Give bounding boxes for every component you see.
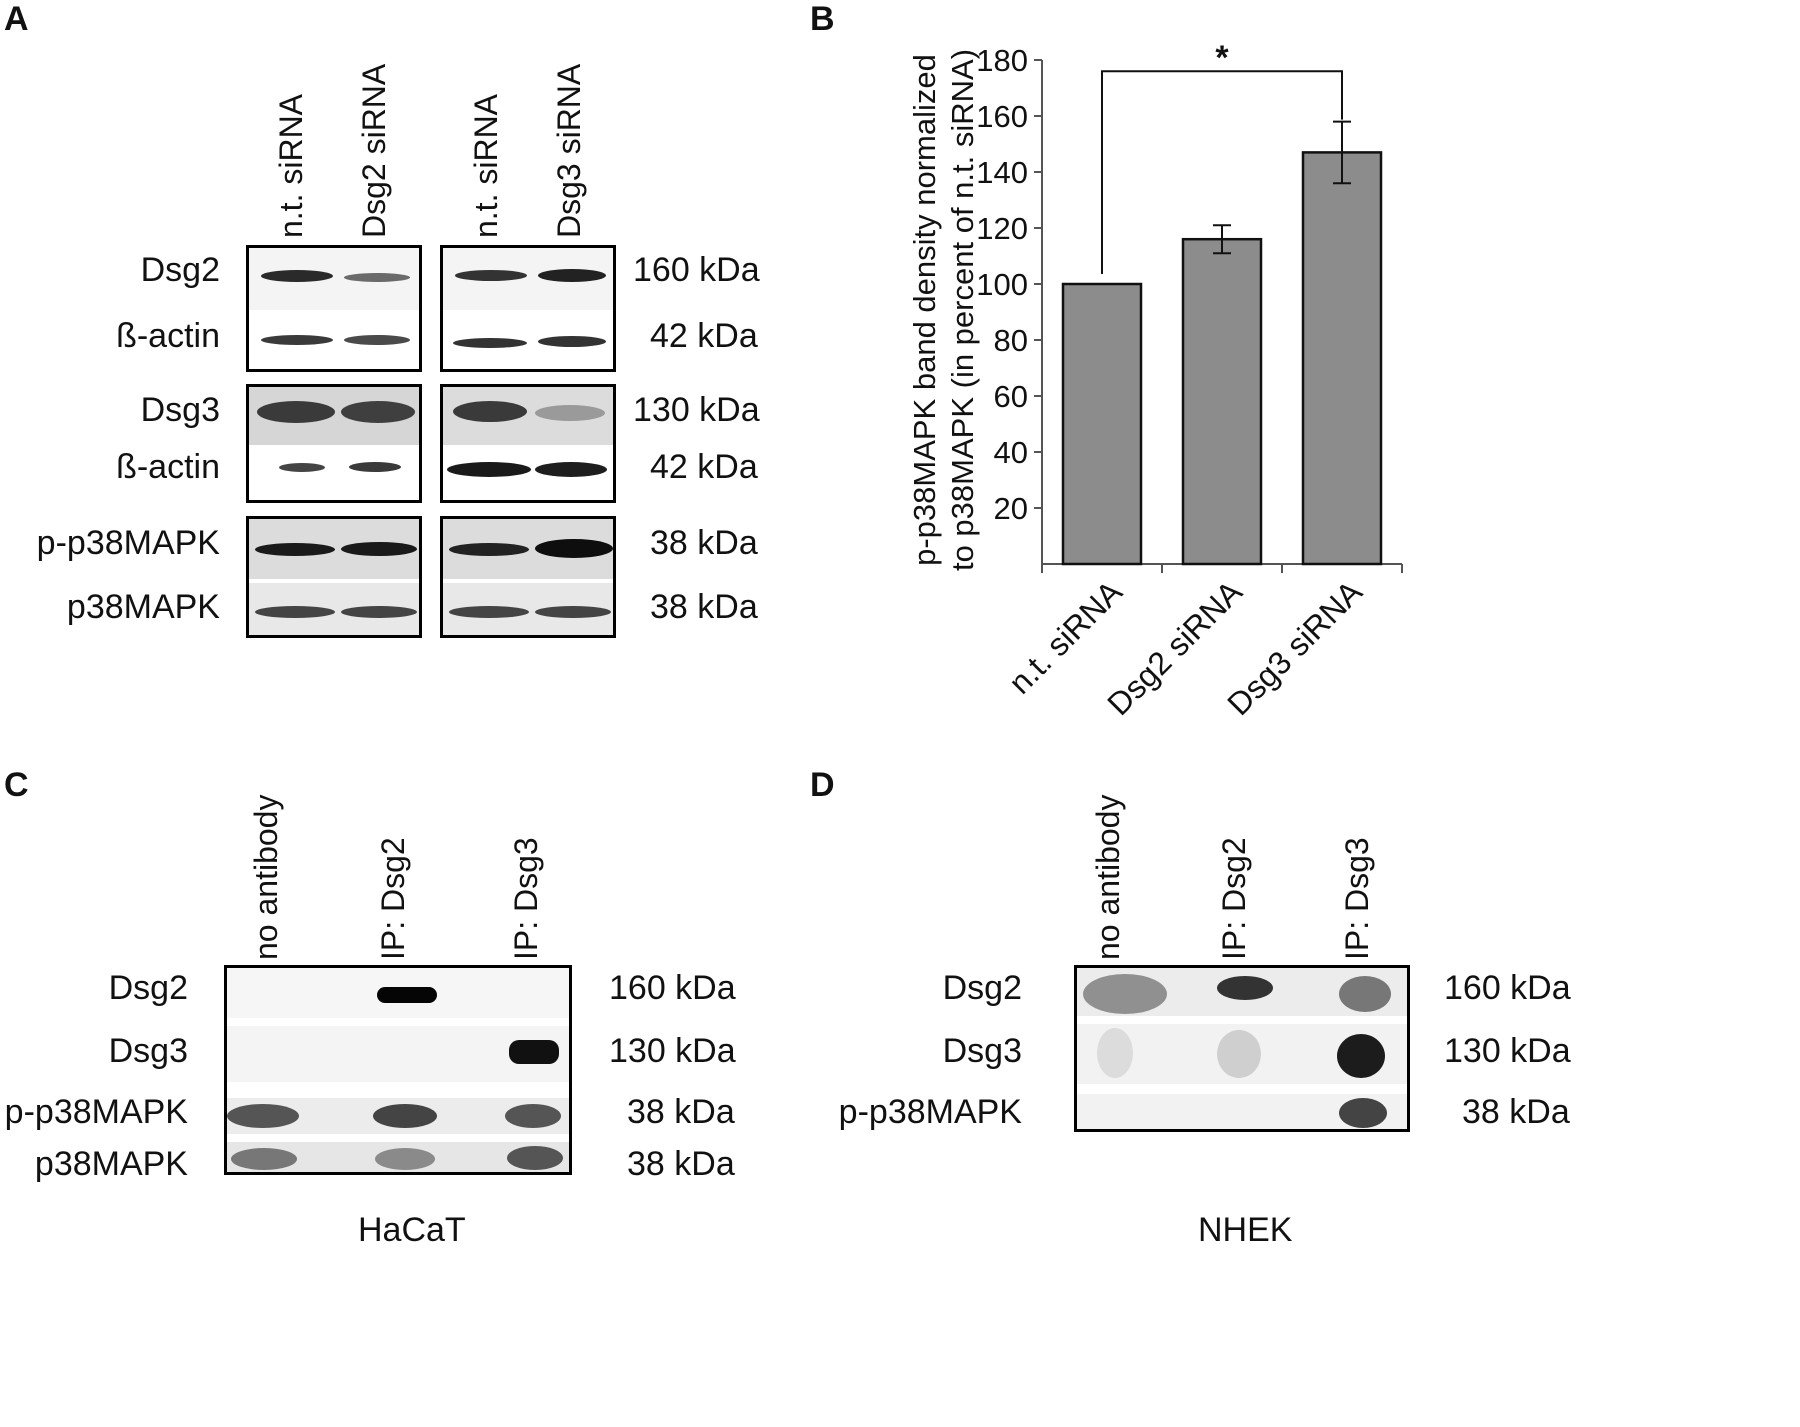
western-blot-dsg3-knockdown	[440, 384, 616, 503]
kda-label: 130 kDa	[633, 391, 760, 429]
kda-label: 38 kDa	[650, 588, 758, 626]
bar	[1301, 151, 1383, 566]
lane-label: IP: Dsg3	[508, 837, 544, 960]
western-blot-dsg2-knockdown	[246, 245, 422, 372]
kda-label: 38 kDa	[1462, 1093, 1570, 1131]
y-tick-label: 180	[976, 43, 1028, 78]
western-blot-dsg2-ctrl	[440, 245, 616, 372]
y-tick-label: 160	[976, 99, 1028, 134]
row-label-dsg3: Dsg3	[942, 1032, 1022, 1070]
row-label-p38mapk: p38MAPK	[66, 588, 220, 626]
panel-d-letter: D	[810, 766, 835, 804]
y-tick-label: 120	[976, 211, 1028, 246]
y-tick-label: 20	[994, 491, 1028, 526]
y-tick-label: 80	[994, 323, 1028, 358]
row-label-b-actin: ß-actin	[116, 317, 220, 355]
lane-label: IP: Dsg2	[1216, 837, 1252, 960]
row-label-p-p38mapk: p-p38MAPK	[4, 1093, 188, 1131]
kda-label: 160 kDa	[1444, 969, 1571, 1007]
row-label-dsg2: Dsg2	[140, 251, 220, 289]
y-tick-label: 40	[994, 435, 1028, 470]
lane-label: IP: Dsg2	[375, 837, 411, 960]
lane-label: no antibody	[1090, 794, 1126, 960]
y-tick-label: 140	[976, 155, 1028, 190]
lane-label: IP: Dsg3	[1339, 837, 1375, 960]
bar	[1181, 237, 1263, 566]
kda-label: 38 kDa	[650, 524, 758, 562]
cell-line-label: NHEK	[1198, 1211, 1293, 1249]
row-label-p38mapk: p38MAPK	[34, 1145, 188, 1183]
panel-c-letter: C	[4, 766, 29, 804]
y-axis-label: p-p38MAPK band density normalized	[907, 54, 942, 566]
significance-bracket	[1101, 70, 1343, 274]
y-tick-label: 100	[976, 267, 1028, 302]
western-blot-p38-dsg2	[246, 516, 422, 638]
kda-label: 42 kDa	[650, 448, 758, 486]
kda-label: 38 kDa	[627, 1093, 735, 1131]
lane-label: no antibody	[248, 794, 284, 960]
kda-label: 160 kDa	[609, 969, 736, 1007]
y-tick-label: 60	[994, 379, 1028, 414]
panel-b-letter: B	[810, 0, 835, 38]
kda-label: 38 kDa	[627, 1145, 735, 1183]
kda-label: 42 kDa	[650, 317, 758, 355]
ip-blot-hacat	[224, 965, 572, 1175]
western-blot-p38-dsg3	[440, 516, 616, 638]
row-label-p-p38mapk: p-p38MAPK	[838, 1093, 1022, 1131]
bar	[1061, 282, 1143, 566]
kda-label: 130 kDa	[1444, 1032, 1571, 1070]
significance-star: *	[1215, 39, 1229, 77]
x-tick-label: n.t. siRNA	[1002, 573, 1130, 701]
kda-label: 160 kDa	[633, 251, 760, 289]
cell-line-label: HaCaT	[358, 1211, 466, 1249]
row-label-b-actin: ß-actin	[116, 448, 220, 486]
kda-label: 130 kDa	[609, 1032, 736, 1070]
y-axis-label: to p38MAPK (in percent of n.t. siRNA)	[945, 49, 980, 571]
ip-blot-nhek	[1074, 965, 1410, 1132]
panel-a-letter: A	[4, 0, 29, 38]
row-label-dsg2: Dsg2	[942, 969, 1022, 1007]
western-blot-dsg3-ctrl	[246, 384, 422, 503]
row-label-p-p38mapk: p-p38MAPK	[36, 524, 220, 562]
row-label-dsg2: Dsg2	[108, 969, 188, 1007]
row-label-dsg3: Dsg3	[108, 1032, 188, 1070]
row-label-dsg3: Dsg3	[140, 391, 220, 429]
